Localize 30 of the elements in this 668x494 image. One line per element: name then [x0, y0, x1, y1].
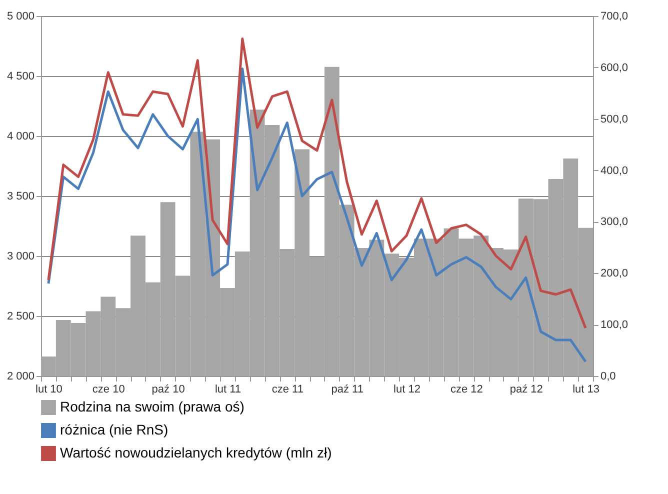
- y2-tick-label: 400,0: [600, 164, 628, 177]
- y2-tick-label: 500,0: [600, 113, 628, 126]
- y-tick-label: 5 000: [6, 10, 34, 22]
- x-tick-label: lut 11: [214, 384, 242, 396]
- y-tick-label: 2 000: [6, 370, 34, 382]
- y2-tick-label: 0,0: [600, 370, 616, 382]
- x-tick-label: paź 10: [152, 384, 185, 396]
- y2-tick-label: 100,0: [600, 319, 628, 332]
- legend-label: Wartość nowoudzielanych kredytów (mln zł): [60, 444, 332, 460]
- line-series: [47, 68, 587, 363]
- x-tick-label: cze 11: [272, 384, 304, 396]
- y2-tick-label: 200,0: [600, 268, 628, 280]
- x-tick-label: lut 10: [36, 384, 62, 396]
- x-tick-label: lut 13: [572, 384, 600, 396]
- legend-label: różnica (nie RnS): [60, 422, 168, 438]
- x-tick-label: paź 11: [331, 384, 364, 396]
- y-tick-label: 4 500: [6, 70, 34, 82]
- y2-tick-label: 700,0: [600, 10, 628, 22]
- x-tick-label: cze 12: [450, 384, 483, 396]
- y-tick-label: 4 000: [6, 130, 34, 142]
- x-tick-label: paź 12: [510, 384, 543, 396]
- line-series: [47, 38, 587, 330]
- legend-label: Rodzina na swoim (prawa oś): [60, 398, 244, 414]
- y-tick-label: 2 500: [6, 310, 34, 322]
- x-tick-label: lut 12: [394, 384, 420, 396]
- y-tick-label: 3 500: [6, 190, 34, 202]
- y2-tick-label: 300,0: [600, 216, 628, 228]
- y-tick-label: 3 000: [6, 250, 34, 262]
- y2-tick-label: 600,0: [600, 62, 628, 74]
- x-tick-label: cze 10: [92, 384, 125, 396]
